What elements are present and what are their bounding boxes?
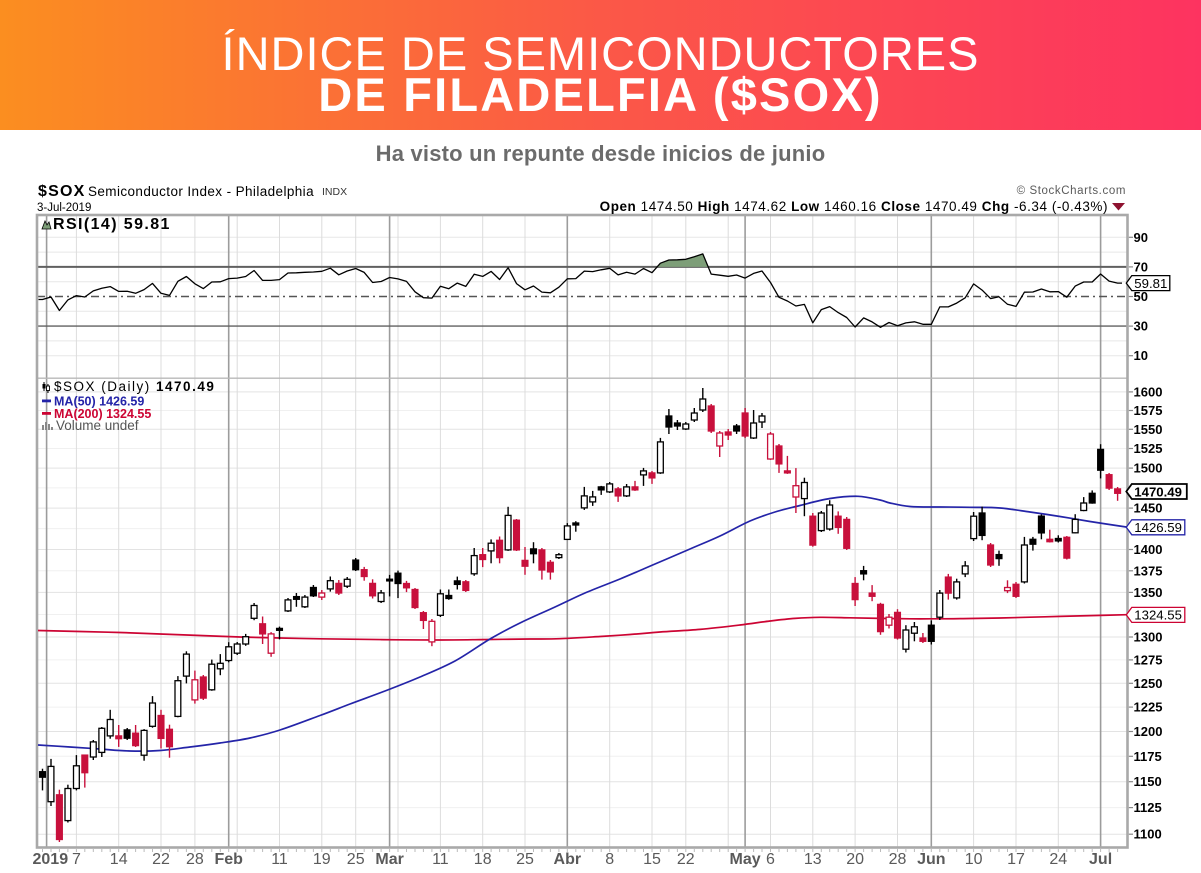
svg-text:$SOX (Daily) 1470.49: $SOX (Daily) 1470.49 xyxy=(54,379,215,394)
svg-text:17: 17 xyxy=(1007,851,1025,868)
svg-text:6: 6 xyxy=(766,851,775,868)
svg-text:$SOX: $SOX xyxy=(38,183,86,200)
svg-text:15: 15 xyxy=(643,851,661,868)
svg-text:1575: 1575 xyxy=(1134,403,1163,418)
svg-text:1525: 1525 xyxy=(1134,441,1163,456)
svg-text:1600: 1600 xyxy=(1134,384,1163,399)
svg-text:1350: 1350 xyxy=(1134,585,1163,600)
svg-text:Semiconductor Index - Philadel: Semiconductor Index - Philadelphia xyxy=(88,184,314,199)
svg-text:70: 70 xyxy=(1134,259,1148,274)
svg-text:18: 18 xyxy=(474,851,492,868)
svg-text:22: 22 xyxy=(677,851,695,868)
svg-text:1324.55: 1324.55 xyxy=(1134,608,1182,623)
svg-text:1275: 1275 xyxy=(1134,652,1163,667)
svg-text:1150: 1150 xyxy=(1134,774,1162,789)
svg-text:1175: 1175 xyxy=(1134,749,1162,764)
svg-text:Mar: Mar xyxy=(375,851,403,868)
svg-text:24: 24 xyxy=(1049,851,1067,868)
svg-text:28: 28 xyxy=(889,851,907,868)
svg-text:Abr: Abr xyxy=(554,851,582,868)
svg-text:14: 14 xyxy=(110,851,128,868)
svg-text:MA(50) 1426.59: MA(50) 1426.59 xyxy=(54,395,144,409)
svg-text:1426.59: 1426.59 xyxy=(1134,520,1182,535)
svg-text:1125: 1125 xyxy=(1134,800,1162,815)
svg-text:7: 7 xyxy=(72,851,81,868)
svg-text:© StockCharts.com: © StockCharts.com xyxy=(1017,185,1126,197)
svg-text:MA(200) 1324.55: MA(200) 1324.55 xyxy=(54,407,151,421)
svg-text:Jun: Jun xyxy=(917,851,945,868)
svg-text:59.81: 59.81 xyxy=(1134,276,1167,291)
svg-text:1200: 1200 xyxy=(1134,724,1163,739)
svg-text:30: 30 xyxy=(1134,319,1148,334)
svg-text:1550: 1550 xyxy=(1134,422,1163,437)
svg-text:11: 11 xyxy=(271,851,288,868)
svg-text:1300: 1300 xyxy=(1134,630,1163,645)
svg-text:RSI(14) 59.81: RSI(14) 59.81 xyxy=(53,216,171,233)
svg-text:25: 25 xyxy=(516,851,534,868)
svg-text:May: May xyxy=(730,851,761,868)
svg-text:1470.49: 1470.49 xyxy=(1134,484,1182,499)
svg-text:90: 90 xyxy=(1134,230,1148,245)
svg-text:Volume undef: Volume undef xyxy=(56,418,139,433)
svg-text:3-Jul-2019: 3-Jul-2019 xyxy=(37,202,91,214)
svg-text:11: 11 xyxy=(432,851,449,868)
svg-text:1225: 1225 xyxy=(1134,700,1163,715)
svg-text:20: 20 xyxy=(846,851,864,868)
svg-text:2019: 2019 xyxy=(33,851,69,868)
svg-text:1500: 1500 xyxy=(1134,461,1163,476)
svg-text:13: 13 xyxy=(804,851,822,868)
svg-text:Open 1474.50 High 1474.62 Low: Open 1474.50 High 1474.62 Low 1460.16 Cl… xyxy=(600,199,1108,214)
svg-text:Jul: Jul xyxy=(1089,851,1112,868)
svg-text:10: 10 xyxy=(965,851,983,868)
svg-text:1375: 1375 xyxy=(1134,563,1163,578)
svg-text:50: 50 xyxy=(1134,289,1148,304)
svg-text:10: 10 xyxy=(1134,348,1148,363)
svg-text:22: 22 xyxy=(152,851,170,868)
svg-text:8: 8 xyxy=(605,851,614,868)
svg-text:1450: 1450 xyxy=(1134,501,1163,516)
svg-text:Feb: Feb xyxy=(214,851,243,868)
svg-text:25: 25 xyxy=(347,851,365,868)
svg-text:1250: 1250 xyxy=(1134,676,1163,691)
svg-text:28: 28 xyxy=(186,851,204,868)
svg-text:INDX: INDX xyxy=(322,186,347,198)
svg-text:19: 19 xyxy=(313,851,331,868)
svg-text:1400: 1400 xyxy=(1134,542,1163,557)
svg-text:1100: 1100 xyxy=(1134,827,1162,842)
